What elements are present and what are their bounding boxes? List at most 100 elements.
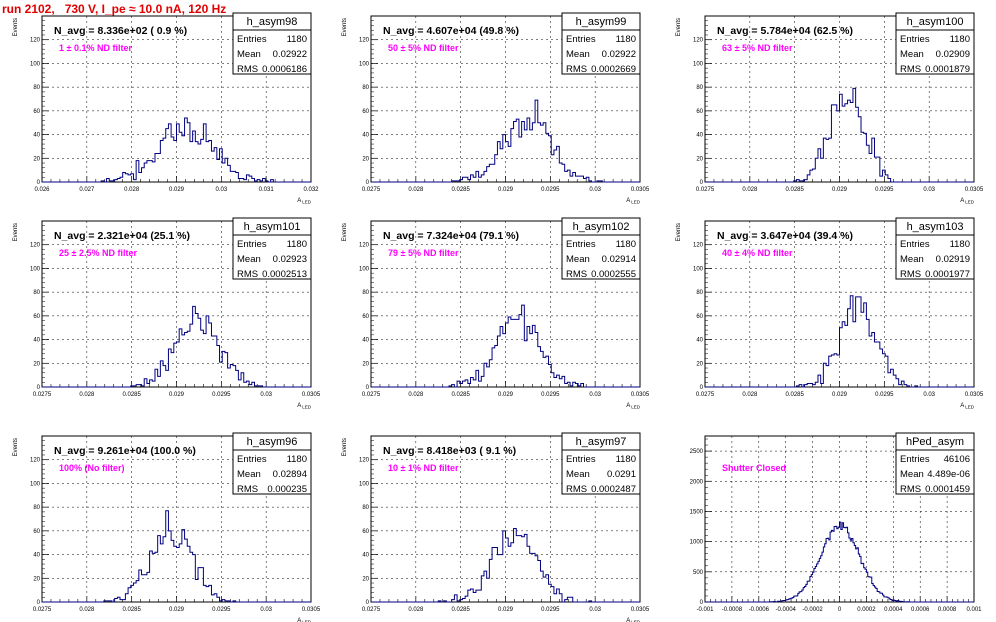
- x-axis-title: ALED: [297, 618, 312, 622]
- stats-label: Mean: [900, 254, 924, 265]
- stats-label: Mean: [566, 49, 590, 60]
- histogram-title: h_asym101: [244, 221, 301, 233]
- x-tick-label: 0.0285: [785, 392, 804, 398]
- y-tick-label: 120: [693, 38, 704, 44]
- x-tick-label: 0.029: [832, 392, 848, 398]
- stats-value: 0.0002487: [591, 484, 636, 495]
- stats-label: Mean: [237, 469, 261, 480]
- x-tick-label: 0.0295: [875, 392, 894, 398]
- y-tick-label: 100: [30, 481, 41, 487]
- y-tick-label: 40: [362, 553, 369, 559]
- n-avg-annotation: N_avg = 7.324e+04 (79.1 %): [383, 230, 519, 242]
- histogram-series: [371, 527, 640, 603]
- y-tick-label: 80: [362, 85, 369, 91]
- stats-label: Entries: [237, 34, 267, 45]
- stats-value: 0.0001879: [925, 64, 970, 75]
- histogram-panel-h_asym96: 0.0275 0.028 0.0285 0.029 0.0295 0.03 0.0305 0 2…: [13, 432, 321, 622]
- n-avg-annotation: N_avg = 4.607e+04 (49.8 %): [383, 25, 519, 37]
- y-tick-label: 100: [359, 61, 370, 67]
- x-tick-label: 0.0305: [965, 392, 984, 398]
- stats-value: 1180: [950, 34, 970, 45]
- x-tick-label: 0.0006: [911, 607, 930, 613]
- n-avg-annotation: N_avg = 3.647e+04 (39.4 %): [717, 230, 853, 242]
- stats-label: Entries: [237, 454, 267, 465]
- y-tick-label: 60: [33, 314, 40, 320]
- y-tick-label: 0: [37, 385, 41, 391]
- x-axis-title: ALED: [626, 198, 641, 205]
- x-tick-label: 0.0295: [541, 392, 560, 398]
- y-tick-label: 60: [696, 109, 703, 115]
- y-tick-label: 500: [693, 570, 704, 576]
- y-tick-label: 40: [362, 338, 369, 344]
- x-tick-label: 0.0275: [696, 187, 715, 193]
- x-tick-label: 0.0275: [696, 392, 715, 398]
- histogram-series: [705, 295, 974, 388]
- x-axis-title: ALED: [960, 403, 975, 410]
- y-axis-title: Events: [342, 18, 348, 36]
- x-tick-label: -0.0008: [722, 607, 743, 613]
- x-tick-label: 0.03: [260, 607, 272, 613]
- x-tick-label: 0.0295: [212, 607, 231, 613]
- stats-value: 0.0291: [607, 469, 636, 480]
- histogram-series: [42, 305, 311, 388]
- y-tick-label: 40: [696, 338, 703, 344]
- y-tick-label: 20: [696, 156, 703, 162]
- stats-box: [895, 217, 975, 280]
- y-tick-label: 0: [37, 600, 41, 606]
- x-tick-label: 0.029: [832, 187, 848, 193]
- stats-label: Entries: [900, 454, 930, 465]
- y-tick-label: 20: [696, 361, 703, 367]
- stats-value: 0.02922: [602, 49, 636, 60]
- histogram-title: h_asym100: [907, 16, 964, 28]
- histogram-series: [705, 521, 974, 603]
- x-tick-label: 0.0275: [33, 607, 52, 613]
- stats-label: RMS: [566, 269, 587, 280]
- stats-value: 0.02914: [602, 254, 636, 265]
- x-tick-label: -0.0004: [776, 607, 797, 613]
- y-axis-title: Events: [342, 438, 348, 456]
- y-tick-label: 0: [366, 385, 370, 391]
- histogram-series: [371, 99, 640, 183]
- filter-label: 50 ± 5% ND filter: [388, 43, 459, 53]
- y-tick-label: 60: [362, 314, 369, 320]
- x-tick-label: -0.001: [696, 607, 714, 613]
- stats-label: RMS: [237, 64, 258, 75]
- y-tick-label: 120: [359, 243, 370, 249]
- stats-label: Entries: [566, 239, 596, 250]
- n-avg-annotation: N_avg = 8.336e+02 ( 0.9 %): [54, 25, 187, 37]
- histogram-title: hPed_asym: [906, 436, 964, 448]
- x-tick-label: 0.0285: [122, 392, 141, 398]
- stats-value: 1180: [616, 454, 636, 465]
- y-tick-label: 40: [696, 133, 703, 139]
- x-axis-title: ALED: [297, 403, 312, 410]
- x-tick-label: 0.0285: [451, 392, 470, 398]
- x-axis-title: ALED: [626, 618, 641, 622]
- y-tick-label: 100: [693, 266, 704, 272]
- stats-box: [561, 432, 641, 495]
- x-tick-label: 0.0285: [122, 607, 141, 613]
- y-tick-label: 0: [700, 180, 704, 186]
- x-tick-label: 0.029: [498, 392, 514, 398]
- x-tick-label: 0.032: [303, 187, 319, 193]
- x-tick-label: 0.028: [408, 187, 424, 193]
- y-tick-label: 60: [33, 529, 40, 535]
- histogram-panel-h_asym102: 0.0275 0.028 0.0285 0.029 0.0295 0.03 0.0305 0 2…: [342, 217, 650, 410]
- y-tick-label: 1000: [690, 540, 704, 546]
- y-tick-label: 60: [362, 109, 369, 115]
- x-axis-title: ALED: [626, 403, 641, 410]
- y-tick-label: 60: [362, 529, 369, 535]
- x-tick-label: 0.028: [79, 392, 95, 398]
- stats-box: [895, 432, 975, 495]
- stats-value: 1180: [616, 239, 636, 250]
- stats-label: RMS: [900, 484, 921, 495]
- stats-label: Entries: [566, 34, 596, 45]
- filter-label: 25 ± 2.5% ND filter: [59, 248, 137, 258]
- stats-value: 0.02923: [273, 254, 307, 265]
- y-tick-label: 120: [30, 243, 41, 249]
- y-tick-label: 120: [359, 458, 370, 464]
- x-tick-label: 0.0295: [875, 187, 894, 193]
- y-tick-label: 120: [693, 243, 704, 249]
- y-tick-label: 60: [33, 109, 40, 115]
- histogram-panel-h_asym101: 0.0275 0.028 0.0285 0.029 0.0295 0.03 0.0305 0 2…: [13, 217, 321, 410]
- n-avg-annotation: N_avg = 8.418e+03 ( 9.1 %): [383, 445, 516, 457]
